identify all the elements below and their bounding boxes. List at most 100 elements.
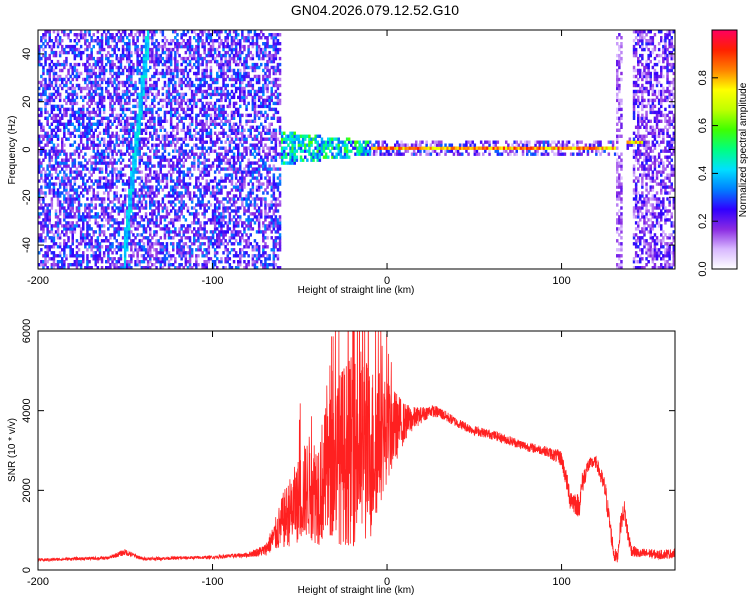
spectrogram-cell (205, 254, 208, 258)
spectrogram-cell (186, 47, 190, 52)
spectrogram-cell (84, 185, 87, 189)
spectrogram-cell (232, 254, 236, 258)
spectrogram-cell (79, 140, 83, 144)
spectrogram-cell (266, 215, 269, 219)
spectrogram-cell (161, 33, 165, 37)
spectrogram-cell (264, 80, 267, 85)
spectrogram-cell (54, 215, 58, 219)
spectrogram-cell (96, 245, 100, 249)
spectrogram-cell (157, 47, 160, 52)
spectrogram-cell (239, 56, 242, 61)
spectrogram-cell (232, 125, 236, 129)
spectrogram-cell (180, 209, 183, 213)
spectrogram-cell (249, 200, 252, 204)
spectrogram-cell (157, 92, 160, 97)
spectrogram-cell (132, 65, 135, 70)
spectrogram-cell (239, 197, 242, 201)
spectrogram-cell (61, 77, 64, 82)
spectrogram-cell (123, 254, 127, 258)
spectrogram-cell (207, 113, 211, 118)
spectrogram-cell (203, 248, 206, 252)
spectrogram-cell (253, 167, 257, 171)
spectrogram-cell (228, 92, 232, 97)
spectrogram-cell (226, 230, 229, 234)
spectrogram-cell (71, 86, 74, 91)
spectrogram-cell (63, 245, 66, 249)
spectrogram-cell (260, 95, 263, 100)
spectrogram-cell (63, 33, 66, 37)
spectrogram-cell (121, 36, 125, 40)
spectrogram-cell (224, 59, 227, 64)
spectrogram-cell (165, 143, 169, 147)
spectrogram-cell (146, 266, 150, 269)
spectrogram-cell (190, 92, 194, 97)
spectrogram-cell (247, 92, 250, 97)
spectrogram-cell (255, 44, 259, 49)
spectrogram-cell (167, 59, 171, 64)
spectrogram-cell (94, 230, 97, 234)
spectrogram-cell (107, 119, 110, 123)
spectrogram-cell (182, 33, 185, 37)
spectrogram-cell (132, 167, 135, 171)
spectrogram-cell (92, 230, 95, 234)
spectrogram-cell (100, 209, 104, 213)
spectrogram-cell (77, 242, 81, 246)
spectrogram-cell (71, 164, 74, 168)
spectrogram-cell (144, 131, 148, 135)
spectrogram-cell (90, 236, 93, 240)
spectrogram-cell (257, 56, 261, 61)
spectrogram-cell (266, 116, 269, 120)
spectrogram-cell (96, 185, 100, 189)
spectrogram-cell (228, 158, 232, 162)
spectrogram-cell (180, 248, 183, 252)
spectrogram-cell (132, 182, 135, 186)
spectrogram-cell (176, 248, 179, 252)
spectrogram-cell (230, 197, 234, 201)
spectrogram-cell (182, 155, 185, 159)
spectrogram-cell (128, 95, 131, 100)
spectrogram-cell (144, 68, 148, 73)
spectrogram-cell (107, 89, 110, 94)
spectrogram-cell (130, 143, 133, 147)
spectrogram-cell (209, 191, 213, 195)
spectrogram-cell (197, 230, 200, 234)
spectrogram-cell (138, 33, 141, 37)
spectrogram-cell (126, 239, 129, 243)
spectrogram-cell (98, 242, 102, 246)
spectrogram-cell (213, 80, 217, 85)
spectrogram-cell (138, 59, 141, 64)
spectrogram-cell (153, 149, 156, 153)
spectrogram-cell (88, 203, 91, 207)
spectrogram-cell (159, 128, 162, 132)
spectrogram-cell (260, 134, 263, 138)
spectrogram-cell (128, 116, 131, 120)
spectrogram-cell (138, 62, 141, 67)
spectrogram-cell (230, 140, 234, 144)
spectrogram-cell (193, 83, 196, 88)
spectrogram-cell (184, 68, 188, 73)
spectrogram-cell (232, 167, 236, 171)
spectrogram-cell (264, 98, 267, 103)
spectrogram-cell (237, 39, 240, 43)
spectrogram-cell (56, 200, 60, 204)
spectrogram-cell (241, 128, 244, 132)
spectrogram-cell (247, 113, 250, 118)
spectrogram-cell (115, 140, 118, 144)
spectrogram-cell (128, 227, 131, 231)
spectrogram-cell (115, 98, 118, 103)
spectrogram-cell (117, 122, 121, 126)
spectrogram-cell (178, 248, 181, 252)
spectrogram-cell (155, 59, 158, 64)
spectrogram-cell (193, 167, 196, 171)
spectrogram-cell (111, 33, 114, 37)
spectrogram-cell (188, 113, 192, 118)
spectrogram-cell (38, 56, 41, 61)
spectrogram-cell (266, 179, 269, 183)
spectrogram-cell (100, 224, 104, 228)
spectrogram-cell (65, 89, 68, 94)
spectrogram-cell (140, 203, 144, 207)
spectrogram-cell (69, 152, 72, 156)
spectrogram-cell (54, 191, 58, 195)
spectrogram-cell (86, 233, 89, 237)
spectrogram-cell (123, 173, 127, 177)
